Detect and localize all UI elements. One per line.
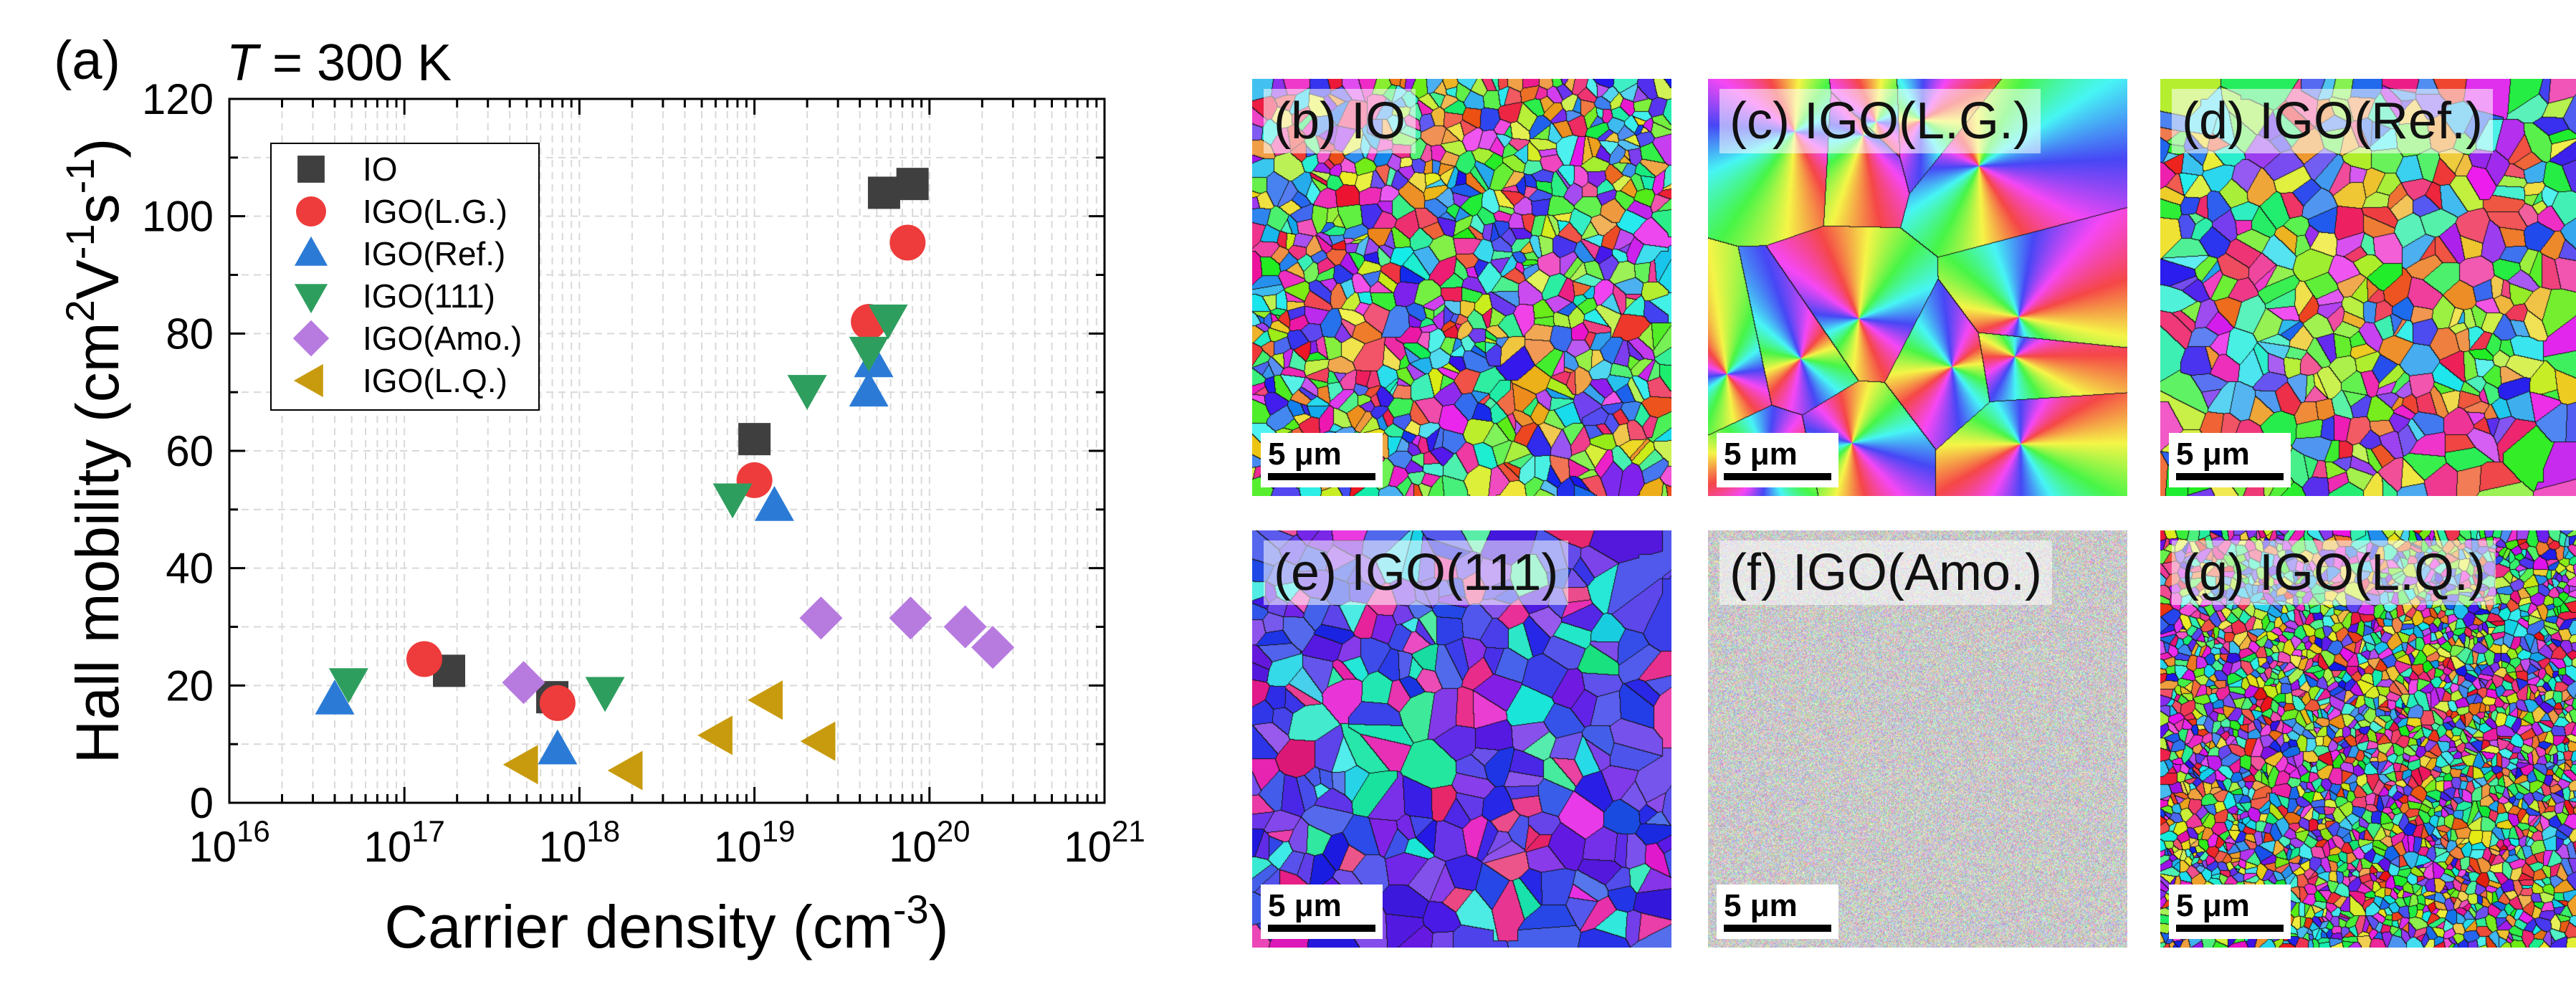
x-tick-label: 1020 (889, 814, 970, 871)
legend-marker (297, 156, 325, 183)
ebsd-panel-label: (b) IO (1264, 89, 1416, 153)
scale-bar-label: 5 μm (1724, 437, 1798, 472)
hall-mobility-chart: (a) T = 300 K 1016 1017 1018 1019 1020 1021 0… (54, 30, 1145, 960)
scale-bar: 5 μm (1717, 433, 1838, 487)
legend-box (270, 143, 540, 411)
data-point (787, 375, 827, 410)
scale-bar-line (1724, 473, 1831, 480)
x-tick-label: 1021 (1064, 814, 1145, 871)
scale-bar-label: 5 μm (1724, 888, 1798, 923)
ebsd-panel-label: (g) IGO(L.Q.) (2172, 540, 2496, 605)
scale-bar-line (2176, 925, 2284, 932)
ebsd-panel-label: (e) IGO(111) (1264, 540, 1569, 605)
data-point (943, 605, 987, 649)
data-point (538, 729, 578, 765)
scale-bar: 5 μm (2169, 433, 2291, 487)
data-point (867, 176, 900, 209)
data-point (315, 680, 355, 715)
data-point (585, 677, 625, 712)
axis-ticks (228, 97, 1106, 804)
scale-bar: 5 μm (1261, 433, 1383, 487)
data-points (315, 168, 1015, 791)
data-point (712, 483, 753, 519)
data-point (738, 423, 771, 456)
ebsd-panel-igo-111: (e) IGO(111) 5 μm (1252, 530, 1671, 948)
legend-label: IGO(L.G.) (363, 193, 507, 230)
scale-bar: 5 μm (1717, 885, 1838, 939)
y-tick-label: 120 (142, 75, 214, 123)
x-tick-label: 1017 (363, 814, 444, 871)
data-point (800, 721, 836, 761)
ebsd-panel-label: (f) IGO(Amo.) (1719, 540, 2052, 605)
legend-marker (294, 284, 328, 314)
y-tick-label: 100 (142, 193, 214, 241)
data-point (868, 304, 908, 340)
panel-label-a: (a) (54, 30, 120, 91)
scale-bar-line (1268, 925, 1375, 932)
ebsd-panel-igo-amo: (f) IGO(Amo.) 5 μm (1708, 530, 2127, 948)
scale-bar: 5 μm (2169, 885, 2291, 939)
legend-label: IGO(Ref.) (363, 235, 505, 272)
y-tick-label: 60 (166, 427, 214, 475)
data-point (896, 168, 929, 201)
data-point (502, 661, 545, 705)
data-point (889, 224, 926, 261)
y-axis-label: Hall mobility (cm2V-1s-1) (57, 138, 131, 764)
legend-label: IGO(L.Q.) (363, 362, 507, 399)
x-axis-label: Carrier density (cm-3) (384, 887, 948, 960)
data-point (502, 745, 538, 785)
scale-bar-line (1268, 473, 1375, 480)
data-point (754, 485, 794, 521)
data-point (849, 371, 889, 407)
x-tick-label: 1018 (539, 814, 620, 871)
scale-bar: 5 μm (1261, 885, 1383, 939)
x-tick-label: 1019 (714, 814, 795, 871)
y-tick-label: 80 (166, 310, 214, 358)
data-point (971, 626, 1015, 669)
y-tick-label: 20 (166, 662, 214, 710)
legend-marker (296, 196, 326, 227)
data-point (748, 680, 783, 720)
legend-label: IO (363, 151, 398, 188)
data-point (406, 641, 443, 677)
x-tick-label: 1016 (189, 814, 269, 871)
y-tick-label: 40 (166, 545, 214, 593)
x-tick-labels: 1016 1017 1018 1019 1020 1021 (189, 814, 1145, 871)
data-point (889, 596, 932, 640)
scale-bar-label: 5 μm (1268, 437, 1342, 472)
data-point (328, 668, 368, 703)
data-point (799, 596, 843, 640)
data-point (539, 685, 576, 721)
scale-bar-line (1724, 925, 1831, 932)
ebsd-panel-label: (c) IGO(L.G.) (1719, 89, 2041, 153)
legend-label: IGO(111) (363, 277, 495, 315)
legend-label: IGO(Amo.) (363, 320, 522, 357)
data-point (697, 715, 733, 755)
y-tick-label: 0 (190, 779, 214, 827)
legend-marker (292, 320, 330, 357)
temperature-label: T = 300 K (226, 34, 452, 92)
scale-bar-label: 5 μm (2176, 888, 2250, 923)
data-point (607, 750, 643, 791)
data-point (849, 336, 889, 372)
scale-bar-line (2176, 473, 2284, 480)
ebsd-panel-igo-ref: (d) IGO(Ref.) 5 μm (2160, 79, 2576, 496)
ebsd-panel-io: (b) IO 5 μm (1252, 79, 1671, 496)
legend-marker (294, 236, 328, 266)
ebsd-panel-label: (d) IGO(Ref.) (2172, 89, 2494, 153)
scale-bar-label: 5 μm (1268, 888, 1342, 923)
ebsd-panel-igo-lg: (c) IGO(L.G.) 5 μm (1708, 79, 2127, 496)
ebsd-panel-igo-lq: (g) IGO(L.Q.) 5 μm (2160, 530, 2576, 948)
legend: IO IGO(L.G.) IGO(Ref.) IGO(111) IGO(Amo.) IGO… (270, 143, 540, 411)
scale-bar-label: 5 μm (2176, 437, 2250, 472)
y-tick-labels: 0 20 40 60 80 100 120 (142, 75, 214, 827)
legend-marker (293, 363, 323, 398)
